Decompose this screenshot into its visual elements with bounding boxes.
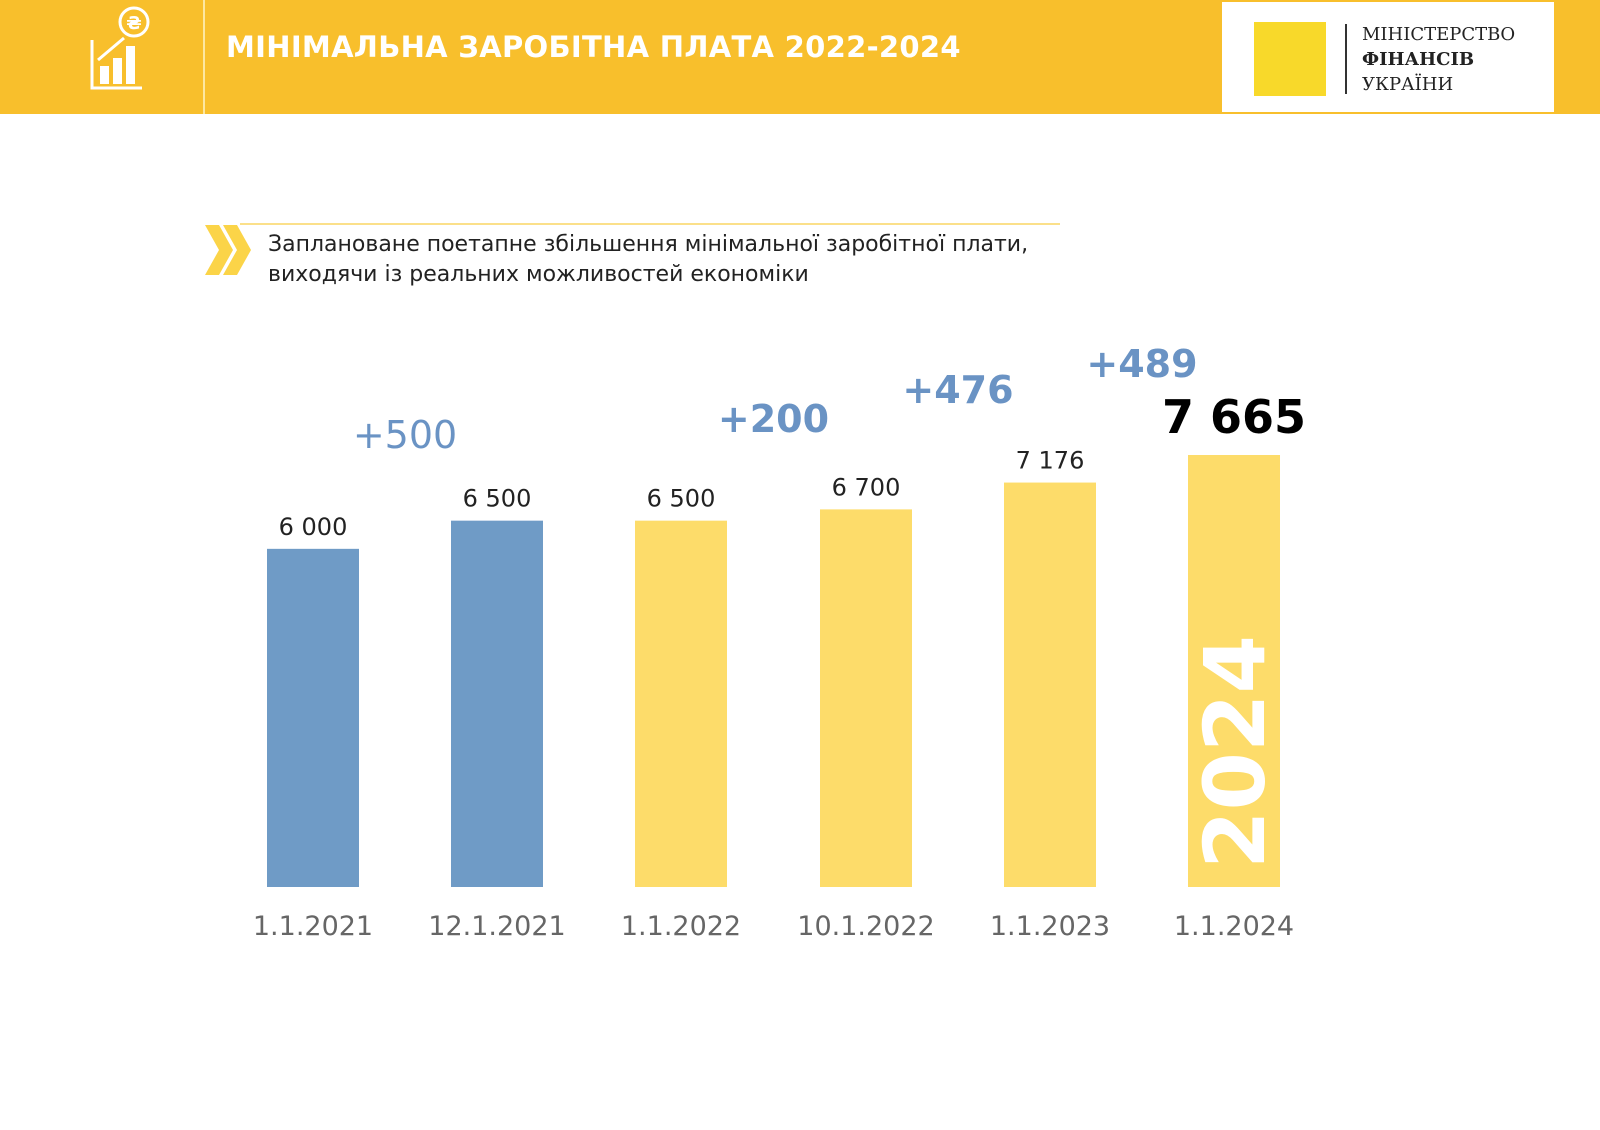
- page-title: МІНІМАЛЬНА ЗАРОБІТНА ПЛАТА 2022-2024: [226, 30, 961, 64]
- bar-1: [451, 520, 543, 887]
- x-tick-label-0: 1.1.2021: [253, 911, 373, 942]
- delta-annotation-1: +200: [718, 397, 829, 441]
- value-label-2: 6 500: [647, 485, 716, 513]
- x-tick-label-2: 1.1.2022: [621, 911, 741, 942]
- subtitle-line-1: Заплановане поетапне збільшення мінімаль…: [268, 232, 1029, 257]
- x-tick-label-5: 1.1.2024: [1174, 911, 1294, 942]
- trident-emblem-icon: [1254, 22, 1326, 96]
- logo-divider: [1345, 24, 1347, 94]
- value-label-5: 7 665: [1162, 390, 1306, 444]
- delta-annotation-2: +476: [902, 368, 1013, 412]
- value-label-3: 6 700: [832, 473, 901, 501]
- svg-text:₴: ₴: [126, 13, 141, 34]
- ministry-logo: МІНІСТЕРСТВО ФІНАНСІВ УКРАЇНИ: [1222, 2, 1554, 112]
- value-label-0: 6 000: [279, 513, 348, 541]
- subtitle-underline: [240, 223, 1060, 225]
- value-label-4: 7 176: [1016, 447, 1085, 475]
- subtitle-line-2: виходячи із реальних можливостей економі…: [268, 262, 809, 287]
- bar-4: [1004, 482, 1096, 887]
- delta-annotation-3: +489: [1086, 342, 1197, 386]
- x-tick-label-1: 12.1.2021: [428, 911, 565, 942]
- bar-overlay-year: 2024: [1186, 635, 1284, 869]
- subtitle: Заплановане поетапне збільшення мінімаль…: [268, 230, 1028, 290]
- chevron-icon: [205, 225, 251, 275]
- bar-5: [1188, 455, 1280, 887]
- value-label-1: 6 500: [463, 485, 532, 513]
- header-divider: [203, 0, 205, 114]
- delta-annotation-0: +500: [353, 413, 457, 457]
- x-tick-label-4: 1.1.2023: [990, 911, 1110, 942]
- bar-2: [635, 520, 727, 887]
- logo-line-2: ФІНАНСІВ: [1362, 49, 1475, 70]
- logo-line-1: МІНІСТЕРСТВО: [1362, 24, 1516, 45]
- bar-0: [267, 548, 359, 887]
- header-banner: ₴ МІНІМАЛЬНА ЗАРОБІТНА ПЛАТА 2022-2024 М…: [0, 0, 1600, 114]
- x-tick-label-3: 10.1.2022: [797, 911, 934, 942]
- growth-chart-hryvnia-icon: ₴: [90, 6, 150, 90]
- logo-line-3: УКРАЇНИ: [1362, 74, 1454, 95]
- bar-3: [820, 509, 912, 887]
